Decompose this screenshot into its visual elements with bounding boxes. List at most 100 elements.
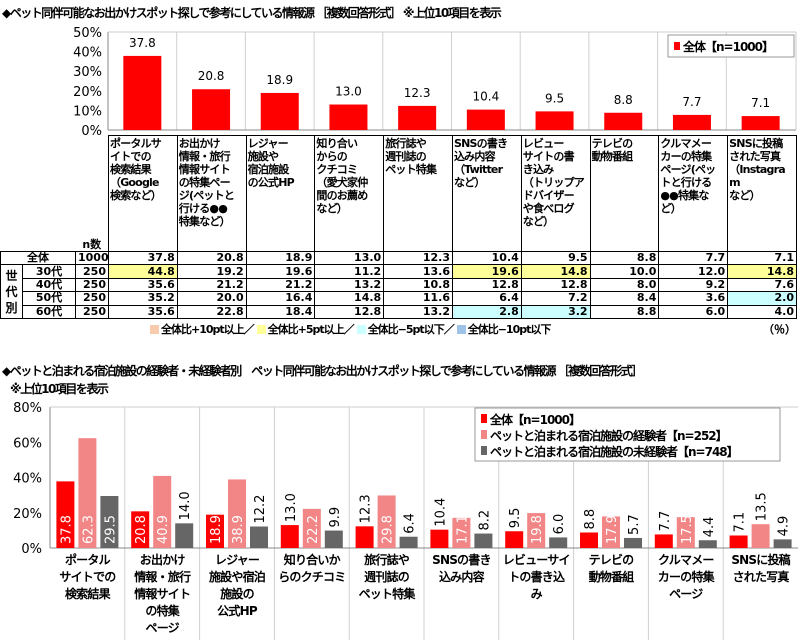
legend-box bbox=[474, 407, 781, 462]
cell-value: 13.2 bbox=[314, 277, 385, 293]
data-label: 13.5 bbox=[755, 492, 770, 521]
bar-total bbox=[580, 532, 598, 548]
data-label: 8.8 bbox=[614, 93, 633, 107]
bar-total bbox=[505, 531, 524, 548]
bar-experienced bbox=[153, 475, 172, 548]
column-header: テレビの 動物番組 bbox=[589, 135, 660, 252]
bar bbox=[741, 116, 780, 130]
data-label: 5.7 bbox=[627, 514, 642, 535]
cell-value: 14.8 bbox=[727, 264, 797, 279]
y-tick-label: 0% bbox=[81, 124, 102, 139]
legend-swatch bbox=[481, 446, 487, 455]
data-label: 9.9 bbox=[328, 507, 343, 528]
cell-value: 16.4 bbox=[245, 291, 316, 306]
cell-value: 44.8 bbox=[108, 264, 178, 279]
data-label: 13.0 bbox=[284, 493, 299, 522]
table-legend: 全体比+10pt以上／ 全体比+5pt以上／ 全体比−5pt以下／ 全体比−10… bbox=[150, 321, 551, 337]
data-label: 40.9 bbox=[156, 515, 171, 544]
x-tick-label: SNSの書き 込み内容 bbox=[432, 553, 491, 584]
row-label: 30代 bbox=[22, 264, 76, 279]
legend-label: 全体【n=1000】 bbox=[682, 39, 773, 54]
y-tick-label: 50% bbox=[73, 26, 102, 41]
row-label: 40代 bbox=[22, 277, 76, 293]
x-tick-label: レビューサイ トの書き込 み bbox=[502, 553, 571, 601]
bar-total bbox=[131, 511, 150, 548]
data-label: 6.4 bbox=[403, 513, 418, 534]
bar-total bbox=[729, 535, 748, 548]
data-label: 8.8 bbox=[583, 509, 598, 530]
column-header: SNSに投稿 された写真 （Instagram など） bbox=[727, 135, 797, 252]
data-label: 7.7 bbox=[682, 95, 701, 109]
column-header: 旅行誌や 週刊誌の ペット特集 bbox=[383, 135, 453, 252]
column-header: レビュー サイトの書 き込み （トリップア ドバイザー や食べログ など） bbox=[520, 135, 591, 252]
data-label: 17.1 bbox=[455, 515, 470, 544]
group-label: 世 代 別 bbox=[0, 264, 23, 319]
y-tick-label: 20% bbox=[73, 85, 102, 100]
legend-label: 全体【n=1000】 bbox=[489, 412, 580, 427]
cell-value: 8.4 bbox=[589, 291, 660, 306]
cell-value: 9.5 bbox=[520, 250, 591, 266]
bar-total bbox=[280, 525, 299, 548]
bar-experienced bbox=[228, 479, 246, 548]
data-label: 9.5 bbox=[545, 91, 564, 105]
data-label: 6.0 bbox=[552, 514, 567, 535]
bar bbox=[329, 104, 368, 130]
column-header: ポータルサ イトでの 検索結果 （Google 検索など） bbox=[108, 135, 178, 252]
x-tick-label: テレビの 動物番組 bbox=[588, 553, 635, 584]
x-tick-label: ポータル サイトでの 検索結果 bbox=[59, 553, 116, 601]
bar-inexperienced bbox=[549, 537, 568, 548]
data-label: 12.3 bbox=[404, 86, 431, 100]
x-tick-label: お出かけ 情報・旅行 情報サイト の特集 ページ bbox=[134, 553, 191, 635]
cell-value: 3.2 bbox=[520, 304, 591, 319]
bar bbox=[466, 109, 505, 130]
bar-experienced bbox=[527, 513, 546, 548]
legend-plus5: 全体比+5pt以上／ bbox=[256, 321, 355, 337]
cell-value: 2.8 bbox=[451, 304, 522, 319]
y-tick-label: 20% bbox=[13, 507, 42, 522]
data-label: 29.8 bbox=[381, 515, 396, 544]
data-label: 10.4 bbox=[433, 498, 448, 527]
bar bbox=[672, 114, 711, 130]
cell-value: 6.0 bbox=[658, 304, 729, 319]
data-label: 17.9 bbox=[605, 515, 620, 544]
bar bbox=[398, 105, 437, 130]
bar-inexperienced bbox=[175, 523, 194, 548]
unit-label: （％） bbox=[763, 323, 796, 336]
legend-label: ペットと泊まれる宿泊施設の未経験者【n=748】 bbox=[490, 444, 738, 459]
data-label: 7.1 bbox=[733, 512, 748, 533]
bar-experienced bbox=[452, 517, 471, 548]
data-label: 7.1 bbox=[751, 96, 770, 110]
data-label: 20.8 bbox=[134, 515, 149, 544]
bar bbox=[192, 89, 231, 130]
table-row: 50代 250 35.2 20.0 16.4 14.8 11.6 6.4 7.2 8.4 3.6 2.… bbox=[1, 291, 797, 306]
data-label: 9.5 bbox=[508, 508, 523, 529]
data-label: 62.3 bbox=[81, 515, 96, 544]
y-tick-label: 40% bbox=[73, 46, 102, 61]
x-tick-label: クルマメー カーの特集 ページ bbox=[657, 553, 715, 601]
bar-experienced bbox=[377, 495, 396, 548]
x-tick-label: 知り合いか らのクチコミ bbox=[278, 553, 346, 584]
bar-inexperienced bbox=[474, 533, 493, 548]
data-label: 18.9 bbox=[266, 73, 293, 87]
data-label: 12.3 bbox=[359, 494, 374, 523]
data-label: 4.4 bbox=[702, 517, 717, 538]
chart2-subtitle: ※上位10項目を表示 bbox=[10, 382, 109, 396]
bar-total bbox=[56, 481, 75, 548]
data-label: 22.2 bbox=[306, 515, 321, 544]
cell-value: 14.8 bbox=[314, 291, 385, 306]
x-tick-label: レジャー 施設や宿泊 施設の 公式HP bbox=[208, 553, 266, 618]
bar-total bbox=[654, 534, 673, 548]
bar-experienced bbox=[751, 524, 770, 548]
data-label: 10.4 bbox=[472, 90, 499, 104]
cell-value: 21.2 bbox=[176, 277, 247, 293]
y-tick-label: 10% bbox=[73, 104, 102, 119]
y-tick-label: 40% bbox=[13, 472, 42, 487]
legend-swatch bbox=[674, 42, 680, 50]
column-header: お出かけ 情報・旅行 情報サイト の特集ペー ジ(ペットと 行ける●● 特集など… bbox=[176, 135, 247, 252]
legend-box bbox=[667, 34, 795, 58]
bar-experienced bbox=[676, 517, 695, 548]
column-header: クルマメー カーの特集 ページ(ペッ トと行ける ●●特集な ど） bbox=[658, 135, 729, 252]
bar-inexperienced bbox=[624, 537, 642, 548]
data-label: 37.8 bbox=[59, 515, 74, 544]
data-label: 38.9 bbox=[231, 515, 246, 544]
